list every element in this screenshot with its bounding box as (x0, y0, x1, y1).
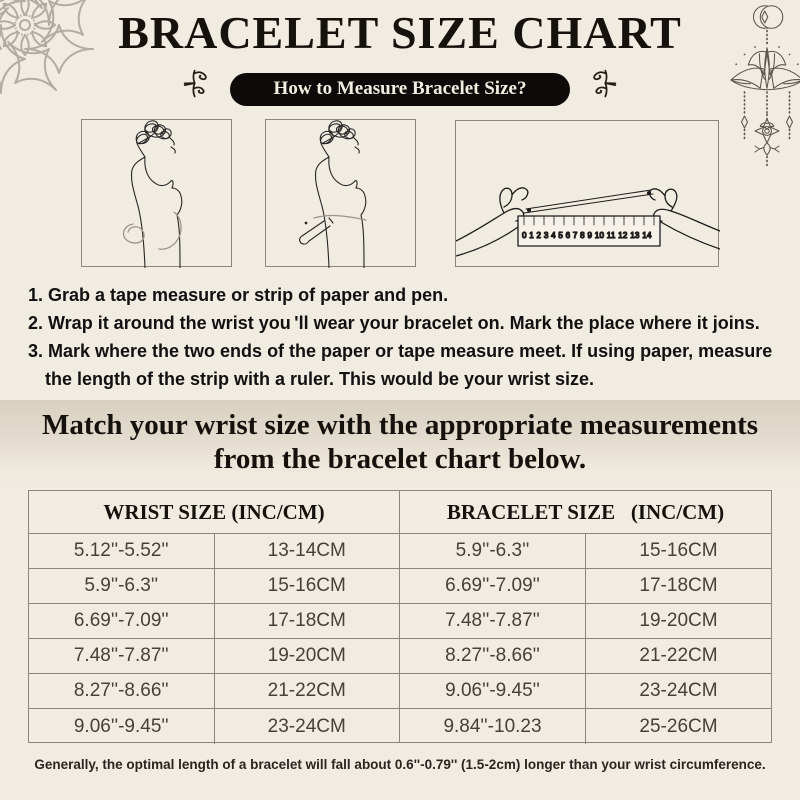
svg-text:0 1 2 3 4 5 6 7 8 9 10 11 12 1: 0 1 2 3 4 5 6 7 8 9 10 11 12 13 14 (522, 231, 652, 240)
